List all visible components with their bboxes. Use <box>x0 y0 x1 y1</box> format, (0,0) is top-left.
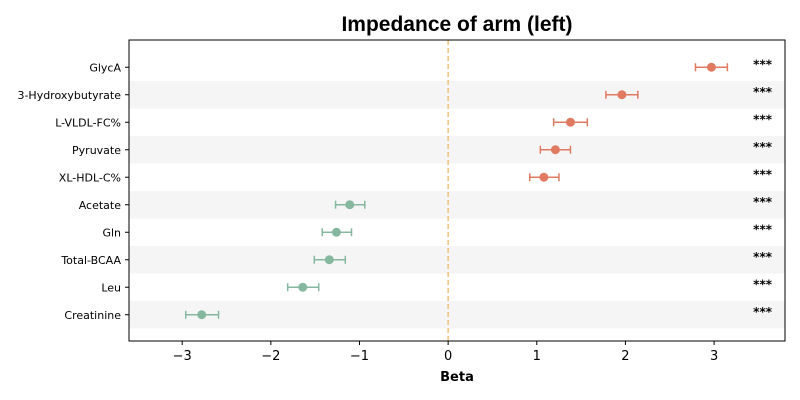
x-axis-label: Beta <box>440 370 474 385</box>
point-l-vldl-fc- <box>552 117 589 127</box>
y-tick-label: Gln <box>102 226 121 239</box>
y-tick-label: XL-HDL-C% <box>59 171 121 184</box>
point-marker <box>617 90 627 100</box>
row-stripes <box>129 81 785 329</box>
plot-frame <box>128 39 786 342</box>
significance-label: *** <box>753 195 773 209</box>
point-marker <box>550 145 560 155</box>
y-tick-label: 3-Hydroxybutyrate <box>17 89 121 102</box>
x-tick-label: −1 <box>350 349 369 364</box>
point-marker <box>565 117 575 127</box>
point-pyruvate <box>539 145 572 155</box>
significance-label: *** <box>753 167 773 181</box>
point-gln <box>321 227 353 237</box>
point-total-bcaa <box>313 255 347 265</box>
chart-title: Impedance of arm (left) <box>341 13 572 36</box>
data-marks <box>184 62 729 320</box>
y-tick-label: L-VLDL-FC% <box>55 116 121 129</box>
y-axis: GlycA 3-Hydroxybutyrate L-VLDL-FC% Pyruvate… <box>17 61 129 322</box>
significance-label: *** <box>753 250 773 264</box>
point-marker <box>345 200 355 210</box>
x-tick-label: −3 <box>173 349 192 364</box>
row-stripe <box>129 191 785 219</box>
significance-label: *** <box>753 277 773 291</box>
significance-label: *** <box>753 57 773 71</box>
x-tick-label: 2 <box>621 349 629 364</box>
point-leu <box>286 282 320 292</box>
point-creatinine <box>184 310 220 320</box>
significance-label: *** <box>753 85 773 99</box>
row-stripe <box>129 301 785 329</box>
y-tick-label: Total-BCAA <box>60 254 121 267</box>
row-stripe <box>129 81 785 109</box>
significance-labels: *** *** *** *** *** *** *** *** *** *** <box>753 57 773 319</box>
point-marker <box>324 255 334 265</box>
point-glyca <box>694 62 729 72</box>
point-xl-hdl-c- <box>528 172 560 182</box>
point-marker <box>331 227 341 237</box>
row-stripe <box>129 136 785 164</box>
x-tick-label: 3 <box>710 349 718 364</box>
y-tick-label: Leu <box>101 281 121 294</box>
point-marker <box>706 62 716 72</box>
row-stripe <box>129 246 785 274</box>
point-acetate <box>334 200 366 210</box>
significance-label: *** <box>753 140 773 154</box>
point-marker <box>197 310 207 320</box>
point-3-hydroxybutyrate <box>605 90 639 100</box>
point-marker <box>298 282 308 292</box>
significance-label: *** <box>753 222 773 236</box>
significance-label: *** <box>753 112 773 126</box>
y-tick-label: Acetate <box>79 199 122 212</box>
x-tick-label: 1 <box>533 349 541 364</box>
point-marker <box>539 172 549 182</box>
x-tick-label: 0 <box>444 349 452 364</box>
y-tick-label: Creatinine <box>64 309 121 322</box>
y-tick-label: Pyruvate <box>72 144 121 157</box>
x-axis: −3 −2 −1 0 1 2 3 <box>173 341 718 364</box>
x-tick-label: −2 <box>261 349 280 364</box>
significance-label: *** <box>753 305 773 319</box>
y-tick-label: GlycA <box>89 61 121 74</box>
